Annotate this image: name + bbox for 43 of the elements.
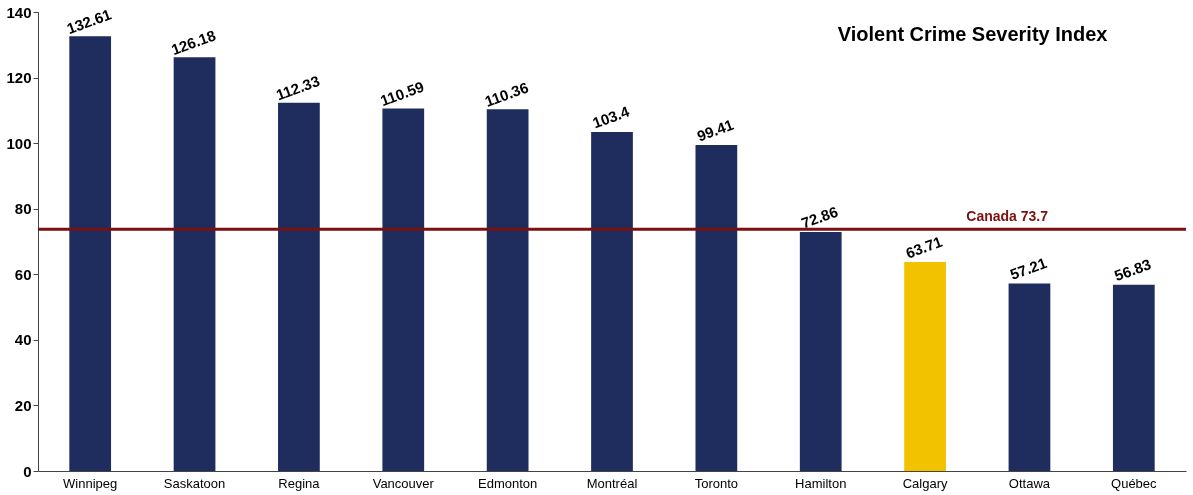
ref-line-label: Canada 73.7 bbox=[966, 208, 1049, 225]
bar bbox=[382, 108, 425, 471]
bar bbox=[69, 36, 112, 471]
x-tick-label: Toronto bbox=[694, 475, 739, 491]
bar bbox=[591, 132, 633, 471]
data-label: 72.86 bbox=[798, 202, 841, 232]
bar bbox=[695, 145, 738, 471]
data-label: 63.71 bbox=[903, 232, 945, 262]
bar bbox=[486, 109, 529, 471]
x-tick-label: Edmonton bbox=[478, 475, 538, 491]
x-tick-label: Montréal bbox=[586, 475, 638, 491]
bar bbox=[1112, 284, 1155, 471]
x-tick-label: Ottawa bbox=[1008, 475, 1051, 491]
y-tick-label: 140 bbox=[6, 3, 32, 21]
y-tick-label: 100 bbox=[6, 134, 32, 152]
bar bbox=[1008, 283, 1051, 471]
data-label: 126.18 bbox=[168, 26, 218, 59]
data-label: 112.33 bbox=[273, 72, 322, 104]
y-tick-label: 60 bbox=[14, 265, 32, 283]
bar bbox=[799, 232, 842, 471]
x-tick-label: Winnipeg bbox=[63, 475, 118, 491]
data-label: 110.59 bbox=[377, 77, 427, 110]
data-label: 99.41 bbox=[694, 115, 736, 145]
text: Violent Crime Severity Index bbox=[837, 23, 1108, 45]
data-label: 103.4 bbox=[590, 102, 632, 132]
x-tick-label: Hamilton bbox=[795, 475, 847, 491]
data-label: 56.83 bbox=[1112, 255, 1154, 285]
bar bbox=[278, 102, 320, 471]
x-tick-label: Vancouver bbox=[372, 475, 435, 491]
y-tick-label: 20 bbox=[14, 396, 32, 414]
bar bbox=[173, 57, 216, 471]
y-tick-label: 80 bbox=[14, 200, 32, 218]
y-tick-label: 0 bbox=[23, 462, 32, 480]
x-tick-label: Québec bbox=[1111, 475, 1158, 491]
y-tick-label: 40 bbox=[14, 331, 32, 349]
y-tick-label: 120 bbox=[6, 69, 32, 87]
data-label: 57.21 bbox=[1007, 254, 1049, 283]
data-label: 132.61 bbox=[64, 5, 114, 38]
x-tick-label: Saskatoon bbox=[163, 475, 226, 491]
x-tick-label: Regina bbox=[278, 475, 321, 491]
x-tick-label: Calgary bbox=[902, 475, 948, 491]
data-label: 110.36 bbox=[482, 78, 531, 110]
bar bbox=[904, 262, 946, 471]
